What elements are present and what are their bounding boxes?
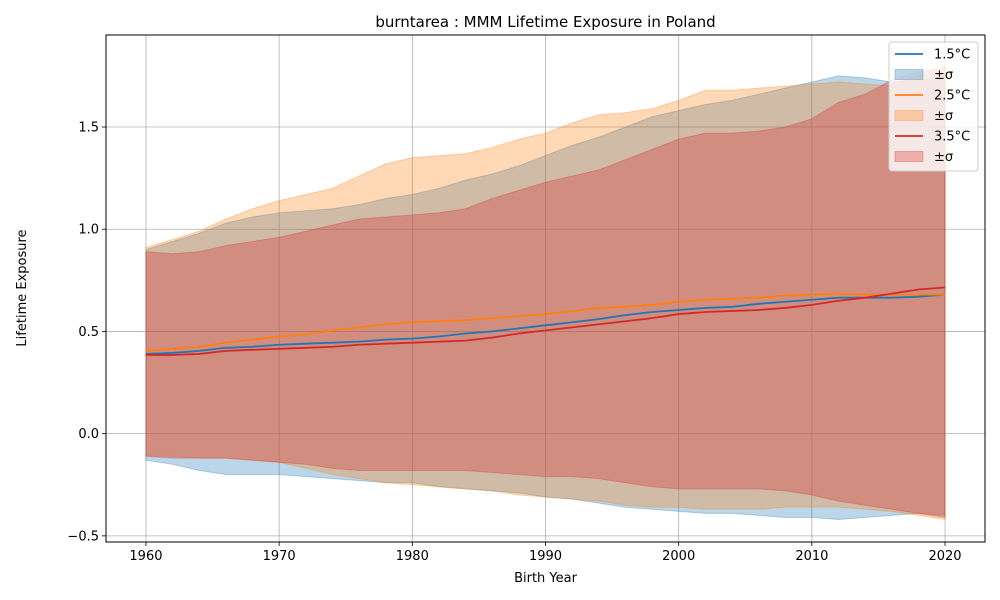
legend-label: ±σ — [934, 150, 953, 165]
axis-ticks: 1960 1970 1980 1990 2000 2010 2020 −0.5 0.0 0.5 1.… — [67, 120, 961, 564]
x-tick-label: 2010 — [795, 549, 828, 564]
line-2.5°C — [145, 292, 946, 352]
legend-label: ±σ — [934, 109, 953, 124]
x-tick-label: 1970 — [263, 549, 296, 564]
line-1.5°C — [145, 293, 946, 355]
x-tick-label: 1980 — [396, 549, 429, 564]
y-tick-label: 1.5 — [78, 120, 99, 135]
legend-band-swatch — [894, 69, 924, 80]
legend-box — [888, 41, 979, 172]
band-3.5°C — [145, 67, 946, 519]
band-2.5°C — [145, 64, 946, 521]
legend-band-swatch — [894, 151, 924, 162]
x-axis-title: Birth Year — [514, 571, 578, 586]
x-tick-label: 2000 — [662, 549, 695, 564]
grid — [106, 35, 985, 542]
confidence-bands — [145, 64, 946, 521]
legend-label: ±σ — [934, 68, 953, 83]
legend-label: 3.5°C — [934, 130, 970, 145]
legend: 1.5°C ±σ 2.5°C ±σ 3.5°C ±σ — [888, 41, 979, 172]
line-3.5°C — [145, 286, 946, 356]
x-tick-label: 1960 — [129, 549, 162, 564]
legend-label: 2.5°C — [934, 89, 970, 104]
y-axis-title: Lifetime Exposure — [15, 229, 30, 346]
legend-label: 1.5°C — [934, 48, 970, 63]
legend-band-swatch — [894, 110, 924, 121]
x-tick-label: 1990 — [529, 549, 562, 564]
band-1.5°C — [145, 75, 946, 521]
chart-title: burntarea : MMM Lifetime Exposure in Pol… — [375, 13, 715, 31]
y-tick-label: 1.0 — [78, 223, 99, 238]
y-tick-label: 0.5 — [78, 325, 99, 340]
x-tick-label: 2020 — [928, 549, 961, 564]
y-tick-label: 0.0 — [78, 427, 99, 442]
mean-lines — [145, 286, 946, 356]
y-tick-label: −0.5 — [67, 529, 99, 544]
